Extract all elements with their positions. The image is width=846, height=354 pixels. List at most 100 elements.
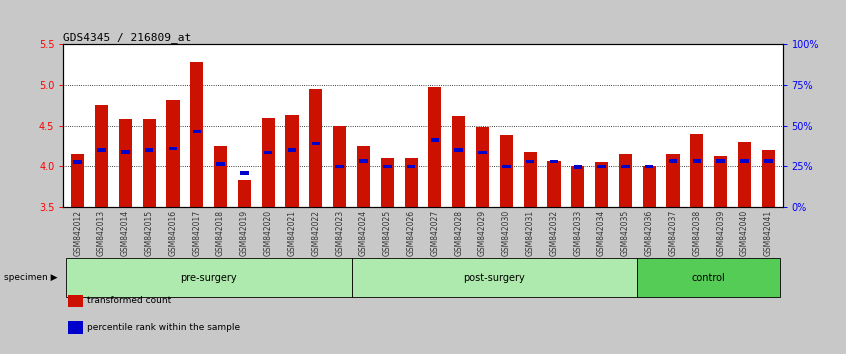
Bar: [571, 166, 585, 207]
Bar: [621, 165, 629, 168]
Bar: [524, 152, 536, 207]
Bar: [574, 165, 582, 169]
Bar: [143, 119, 156, 207]
Text: GSM842032: GSM842032: [549, 210, 558, 256]
Bar: [738, 142, 751, 207]
Bar: [121, 150, 129, 154]
Text: GSM842030: GSM842030: [502, 210, 511, 256]
Bar: [452, 116, 465, 207]
Text: pre-surgery: pre-surgery: [180, 273, 237, 283]
Text: control: control: [692, 273, 726, 283]
Text: post-surgery: post-surgery: [464, 273, 525, 283]
Bar: [740, 159, 749, 162]
Text: GSM842039: GSM842039: [717, 210, 725, 256]
Bar: [310, 89, 322, 207]
Bar: [667, 154, 679, 207]
Bar: [693, 159, 701, 162]
Text: GDS4345 / 216809_at: GDS4345 / 216809_at: [63, 32, 192, 43]
Bar: [74, 160, 82, 164]
Bar: [550, 160, 558, 163]
Bar: [240, 171, 249, 175]
Bar: [264, 151, 272, 154]
Bar: [214, 146, 228, 207]
Bar: [190, 62, 203, 207]
Text: transformed count: transformed count: [87, 296, 172, 306]
Text: GSM842017: GSM842017: [192, 210, 201, 256]
Bar: [597, 165, 606, 168]
Bar: [428, 87, 442, 207]
Bar: [335, 165, 344, 168]
Text: GSM842016: GSM842016: [168, 210, 178, 256]
Bar: [217, 162, 225, 166]
Bar: [717, 159, 725, 162]
Bar: [118, 119, 132, 207]
FancyBboxPatch shape: [637, 258, 780, 297]
FancyBboxPatch shape: [66, 258, 352, 297]
Bar: [288, 148, 296, 152]
Text: GSM842025: GSM842025: [382, 210, 392, 256]
Bar: [193, 130, 201, 133]
Bar: [311, 142, 320, 145]
Bar: [643, 166, 656, 207]
Bar: [285, 115, 299, 207]
Bar: [500, 136, 513, 207]
Bar: [476, 127, 489, 207]
Text: GSM842027: GSM842027: [431, 210, 439, 256]
Text: GSM842022: GSM842022: [311, 210, 321, 256]
Text: GSM842019: GSM842019: [240, 210, 249, 256]
Text: GSM842031: GSM842031: [525, 210, 535, 256]
Text: GSM842029: GSM842029: [478, 210, 487, 256]
Text: GSM842036: GSM842036: [645, 210, 654, 256]
Text: GSM842037: GSM842037: [668, 210, 678, 256]
FancyBboxPatch shape: [352, 258, 637, 297]
Text: percentile rank within the sample: percentile rank within the sample: [87, 323, 240, 332]
Bar: [145, 148, 153, 152]
Bar: [547, 161, 561, 207]
Text: specimen ▶: specimen ▶: [4, 273, 58, 282]
Bar: [381, 158, 394, 207]
Bar: [761, 150, 775, 207]
Bar: [71, 154, 85, 207]
Bar: [431, 138, 439, 142]
Bar: [595, 162, 608, 207]
Bar: [502, 165, 511, 168]
Text: GSM842023: GSM842023: [335, 210, 344, 256]
Text: GSM842024: GSM842024: [359, 210, 368, 256]
Text: GSM842038: GSM842038: [692, 210, 701, 256]
Bar: [526, 160, 535, 163]
Text: GSM842034: GSM842034: [597, 210, 606, 256]
Bar: [764, 159, 772, 162]
Bar: [618, 154, 632, 207]
Bar: [478, 151, 486, 154]
Bar: [360, 159, 368, 162]
Text: GSM842028: GSM842028: [454, 210, 464, 256]
Text: GSM842013: GSM842013: [97, 210, 106, 256]
Bar: [404, 158, 418, 207]
Text: GSM842035: GSM842035: [621, 210, 630, 256]
Bar: [238, 180, 251, 207]
Bar: [95, 105, 108, 207]
Text: GSM842020: GSM842020: [264, 210, 272, 256]
Text: GSM842033: GSM842033: [574, 210, 582, 256]
Bar: [407, 165, 415, 168]
Bar: [168, 147, 178, 150]
Text: GSM842014: GSM842014: [121, 210, 129, 256]
Bar: [645, 165, 653, 168]
Text: GSM842040: GSM842040: [740, 210, 749, 256]
Bar: [690, 134, 703, 207]
Bar: [333, 126, 346, 207]
Bar: [167, 99, 179, 207]
Bar: [454, 148, 463, 152]
Bar: [668, 159, 678, 162]
Bar: [261, 118, 275, 207]
Text: GSM842021: GSM842021: [288, 210, 297, 256]
Text: GSM842041: GSM842041: [764, 210, 772, 256]
Text: GSM842018: GSM842018: [216, 210, 225, 256]
Bar: [714, 156, 728, 207]
Text: GSM842012: GSM842012: [74, 210, 82, 256]
Bar: [97, 148, 106, 152]
Text: GSM842026: GSM842026: [407, 210, 415, 256]
Text: GSM842015: GSM842015: [145, 210, 154, 256]
Bar: [383, 165, 392, 168]
Bar: [357, 146, 370, 207]
